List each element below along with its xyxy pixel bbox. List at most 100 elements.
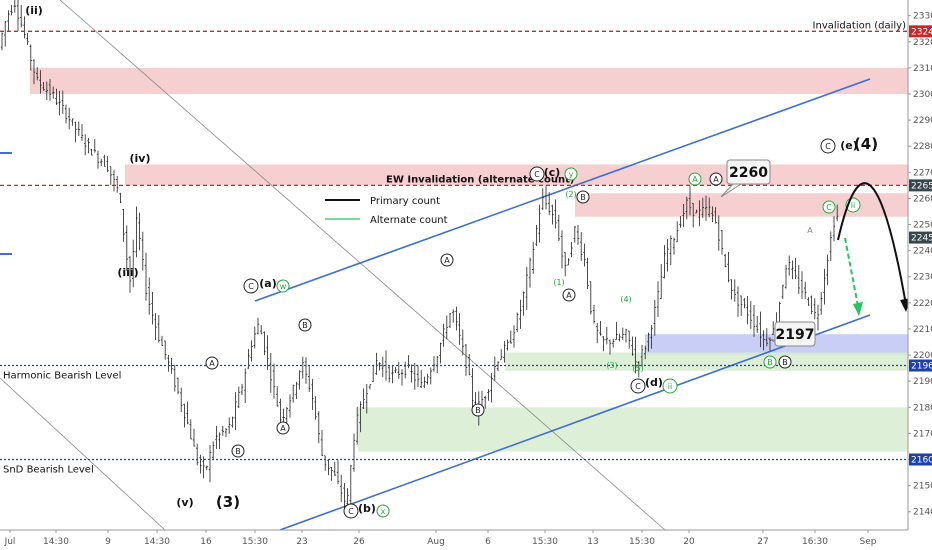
levels-layer: Invalidation (daily) EW Invalidation (alt… xyxy=(0,20,908,476)
candle xyxy=(685,196,688,220)
candle xyxy=(733,279,736,302)
circled-label-ring xyxy=(343,503,359,519)
x-tick-label: 23 xyxy=(296,537,307,547)
circled-label: A xyxy=(688,172,702,186)
candle xyxy=(676,221,679,243)
candle xyxy=(692,202,695,228)
candle xyxy=(272,363,276,399)
sub-wave-label: (5) xyxy=(632,364,643,373)
candle xyxy=(567,258,570,266)
y-tick-label: 2140 xyxy=(913,508,932,518)
candle xyxy=(263,331,266,356)
candle xyxy=(285,407,288,423)
candle xyxy=(173,364,176,392)
x-tick-label: 16:30 xyxy=(802,537,828,547)
candle xyxy=(816,304,820,331)
candle xyxy=(637,361,640,378)
candle xyxy=(324,455,327,471)
candle xyxy=(317,411,320,444)
candle xyxy=(810,295,813,315)
candle xyxy=(314,396,317,420)
circled-label-text: A xyxy=(692,175,698,184)
candle xyxy=(122,208,125,242)
circled-label: y xyxy=(564,167,578,181)
candle xyxy=(548,192,551,216)
candle xyxy=(512,325,516,348)
x-tick-label: 20 xyxy=(683,537,695,547)
candle xyxy=(730,279,733,300)
candle xyxy=(119,192,122,204)
alternate-arrowhead xyxy=(853,302,863,316)
zones-layer xyxy=(30,67,908,452)
circled-label: A xyxy=(709,172,723,186)
candle xyxy=(752,304,756,337)
candle xyxy=(647,332,650,352)
x-tick-label: 15:30 xyxy=(532,537,558,547)
candle xyxy=(311,378,314,410)
circled-label: C xyxy=(822,200,836,214)
candle xyxy=(148,277,151,315)
candle xyxy=(39,70,42,94)
candle xyxy=(714,207,717,224)
circled-label: A xyxy=(562,288,576,302)
candle xyxy=(32,59,36,85)
candle xyxy=(762,330,765,351)
candle xyxy=(132,239,135,288)
candle xyxy=(580,232,583,261)
circled-label: C xyxy=(343,503,359,519)
candle xyxy=(765,328,768,347)
y-tick-label: 2230 xyxy=(913,273,932,283)
candle xyxy=(343,483,346,512)
candle xyxy=(333,461,336,477)
candle xyxy=(653,299,656,336)
candle xyxy=(320,430,324,457)
circled-label-text: C xyxy=(635,382,641,391)
candle xyxy=(573,225,576,243)
candle xyxy=(64,104,68,124)
price-tag xyxy=(909,359,932,372)
x-tick-label: 14:30 xyxy=(144,537,170,547)
candle xyxy=(295,381,298,400)
candle xyxy=(464,343,468,376)
legend-label: Primary count xyxy=(370,196,440,207)
y-tick-label: 2320 xyxy=(913,38,932,48)
candle xyxy=(384,350,388,381)
circled-label-ring xyxy=(564,167,578,181)
circled-label: x xyxy=(376,504,390,518)
candle xyxy=(602,336,605,352)
candle xyxy=(336,460,340,485)
candle xyxy=(746,296,749,325)
wave-label: (e) xyxy=(840,139,858,152)
candle xyxy=(378,362,381,371)
price-axis: 2140 2150 2160 2170 2180 2190 2200 2210 2220 2230… xyxy=(907,0,932,550)
candle xyxy=(695,209,698,214)
candle xyxy=(135,206,138,258)
candle xyxy=(807,297,810,306)
candle xyxy=(445,315,448,340)
sub-wave-label: (3) xyxy=(606,361,617,370)
candle xyxy=(836,204,839,222)
circled-label-text: y xyxy=(569,170,574,179)
candle xyxy=(672,237,676,255)
candle xyxy=(112,170,116,192)
candle xyxy=(823,268,826,305)
candle xyxy=(151,291,154,325)
candle xyxy=(493,356,496,381)
candle xyxy=(237,386,240,408)
candle xyxy=(199,454,202,474)
x-tick-label: 16 xyxy=(200,537,212,547)
y-tick-label: 2190 xyxy=(913,377,932,387)
candle xyxy=(679,215,682,228)
candle xyxy=(743,298,746,309)
price-tag-text: 2245 xyxy=(911,234,932,244)
y-tick-label: 2260 xyxy=(913,194,932,204)
candle xyxy=(644,345,647,360)
candle xyxy=(208,444,212,483)
candle xyxy=(516,312,519,332)
y-tick-label: 2270 xyxy=(913,168,932,178)
candle xyxy=(509,330,512,344)
circled-label-ring xyxy=(471,403,485,417)
candle xyxy=(74,121,77,143)
candle xyxy=(84,134,87,156)
candle xyxy=(829,231,832,262)
